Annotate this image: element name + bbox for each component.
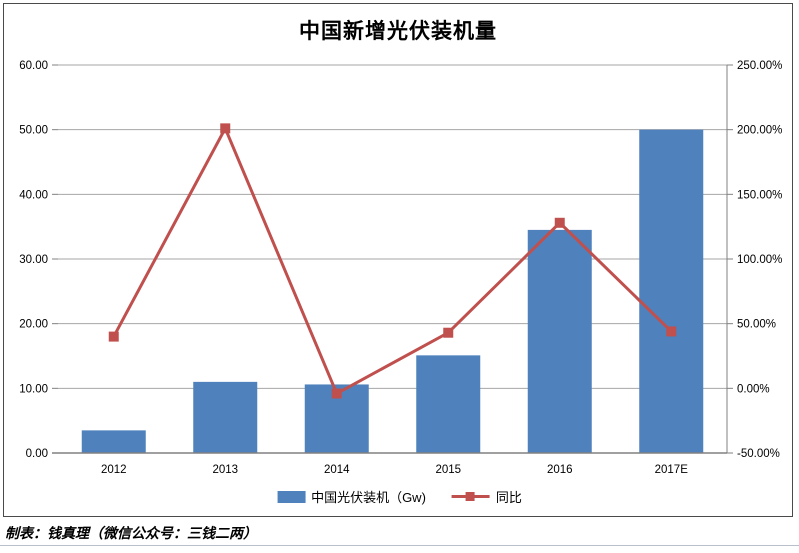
category-label-2015: 2015 (435, 464, 461, 476)
left-axis-tick-label: 10.00 (19, 383, 48, 395)
left-axis-tick-label: 40.00 (19, 189, 48, 201)
bar-series-swatch-icon (277, 490, 306, 503)
bar-2013 (193, 381, 258, 453)
category-label-2013: 2013 (212, 464, 238, 476)
legend-item-line-series: 同比 (451, 487, 522, 506)
line-marker-2012 (108, 331, 119, 342)
line-marker-2017E (666, 326, 677, 337)
category-label-2014: 2014 (324, 464, 350, 476)
right-axis-tick-label: -50.00% (737, 448, 780, 460)
yoy-line (112, 124, 673, 396)
category-label-2012: 2012 (101, 464, 127, 476)
line-marker-2013 (220, 123, 231, 134)
left-axis-tick-label: 30.00 (19, 254, 48, 266)
right-axis-tick-label: 150.00% (737, 189, 782, 201)
chart-title: 中国新增光伏装机量 (299, 20, 497, 43)
line-marker-2016 (554, 217, 565, 228)
category-label-2017E: 2017E (655, 464, 689, 476)
bar-2012 (81, 430, 146, 453)
line-marker-2015 (443, 327, 454, 338)
legend-label-line-series: 同比 (495, 490, 522, 505)
right-axis-tick-label: 100.00% (737, 254, 782, 266)
bar-2016 (527, 229, 592, 453)
left-axis-tick-label: 50.00 (19, 125, 48, 137)
bar-2017E (639, 129, 704, 453)
left-axis-tick-label: 20.00 (19, 319, 48, 331)
right-axis-tick-label: 200.00% (737, 125, 782, 137)
left-axis-tick-label: 60.00 (19, 60, 48, 72)
bottom-rule (0, 545, 799, 546)
right-axis-tick-label: 50.00% (737, 319, 776, 331)
right-axis-tick-label: 0.00% (737, 383, 770, 395)
chart-legend: 中国光伏装机（Gw) 同比 (277, 487, 522, 506)
line-marker-icon (465, 492, 475, 501)
credit-text: 制表：钱真理（微信公众号：三钱二两） (5, 527, 257, 542)
right-axis-tick-label: 250.00% (737, 60, 782, 72)
line-marker-2014 (331, 388, 342, 399)
category-label-2016: 2016 (547, 464, 573, 476)
left-axis-tick-label: 0.00 (26, 448, 48, 460)
line-series-swatch-icon (451, 492, 490, 501)
bar-2015 (416, 355, 481, 453)
legend-label-bar-series: 中国光伏装机（Gw) (311, 490, 426, 505)
legend-item-bar-series: 中国光伏装机（Gw) (277, 487, 426, 506)
